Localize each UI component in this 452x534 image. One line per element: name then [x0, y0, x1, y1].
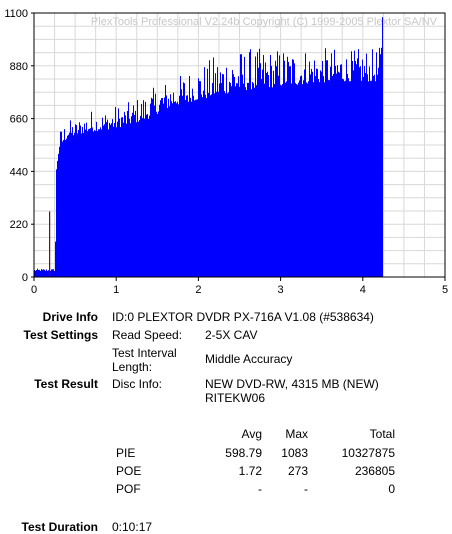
- row-name: POF: [116, 482, 141, 496]
- pie-po-chart: PlexTools Professional V2.24b Copyright …: [4, 8, 448, 296]
- read-speed-label: Read Speed:: [112, 328, 183, 342]
- y-tick-label: 1100: [4, 8, 28, 20]
- x-tick-label: 4: [360, 284, 366, 296]
- drive-info-label: Drive Info: [42, 310, 98, 324]
- read-speed-value: 2-5X CAV: [205, 328, 258, 342]
- x-tick-label: 1: [113, 284, 119, 296]
- row-max: 1083: [281, 446, 308, 460]
- x-tick-label: 2: [195, 284, 201, 296]
- row-max: 273: [287, 464, 308, 478]
- row-avg: -: [258, 482, 262, 496]
- drive-info-value: ID:0 PLEXTOR DVDR PX-716A V1.08 (#538634…: [112, 310, 374, 324]
- disc-info-line2: RITEKW06: [205, 391, 266, 405]
- header-max: Max: [285, 427, 308, 441]
- x-tick-label: 5: [442, 284, 448, 296]
- chart-axes: 1100 880 660 440 220 00 1 2 3 4 5: [4, 8, 448, 296]
- interval-label-line1: Test Interval: [112, 346, 177, 360]
- plot-frame: [33, 12, 446, 278]
- row-avg: 598.79: [225, 446, 262, 460]
- chart-watermark: PlexTools Professional V2.24b Copyright …: [91, 16, 438, 28]
- row-max: -: [304, 482, 308, 496]
- test-result-label: Test Result: [34, 377, 98, 391]
- chart-bars: [34, 17, 383, 277]
- y-tick-label: 880: [10, 61, 28, 73]
- header-avg: Avg: [241, 427, 262, 441]
- disc-info-label: Disc Info:: [112, 377, 163, 391]
- row-total: 236805: [354, 464, 395, 478]
- row-total: 10327875: [341, 446, 395, 460]
- test-duration-value: 0:10:17: [112, 520, 153, 534]
- interval-label-line2: Length:: [112, 360, 153, 374]
- x-tick-label: 0: [31, 284, 37, 296]
- row-name: POE: [116, 464, 142, 478]
- header-total: Total: [369, 427, 395, 441]
- y-tick-label: 220: [10, 219, 28, 231]
- x-tick-label: 3: [278, 284, 284, 296]
- test-duration-label: Test Duration: [21, 520, 98, 534]
- pie-series-bars: [34, 17, 383, 277]
- test-settings-label: Test Settings: [23, 328, 98, 342]
- row-name: PIE: [116, 446, 136, 460]
- y-tick-label: 660: [10, 114, 28, 126]
- disc-info-line1: NEW DVD-RW, 4315 MB (NEW): [205, 377, 379, 391]
- row-avg: 1.72: [238, 464, 262, 478]
- row-total: 0: [388, 482, 395, 496]
- y-tick-label: 0: [22, 272, 28, 284]
- interval-value: Middle Accuracy: [205, 352, 293, 366]
- y-tick-label: 440: [10, 166, 28, 178]
